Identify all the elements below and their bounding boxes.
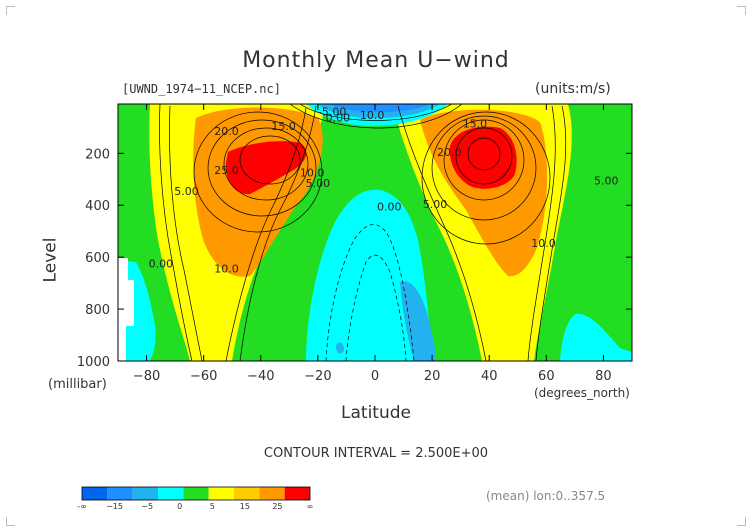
crop-mark	[6, 6, 15, 15]
contour-label: 0.00	[326, 112, 351, 125]
x-tick-label: −20	[304, 369, 331, 384]
y-tick-label: 800	[85, 303, 110, 318]
colorbar-label: -∞	[77, 502, 87, 511]
colorbar-frame	[81, 486, 311, 501]
colorbar-label: −15	[106, 502, 123, 511]
contour-line	[239, 135, 301, 185]
contour-label: 25.0	[214, 164, 239, 177]
contour-line	[299, 104, 453, 121]
colorbar-label: −5	[141, 502, 153, 511]
band-neginf-neg10-strat	[330, 104, 430, 112]
x-tick-label: 20	[424, 369, 441, 384]
dataset-label: [UWND_1974−11_NCEP.nc]	[122, 82, 281, 96]
colorbar-label: 25	[272, 502, 282, 511]
contour-line	[193, 111, 323, 233]
contour-label: 5.00	[174, 185, 199, 198]
band-neg5-0-north-polar	[560, 313, 632, 361]
contour-line	[431, 115, 537, 221]
contour-label: 10.0	[531, 237, 556, 250]
y-axis-unit: (millibar)	[48, 377, 107, 392]
contour-label: 0.00	[377, 200, 402, 213]
x-axis-label: Latitude	[341, 403, 411, 423]
contour-label: 15.0	[463, 117, 488, 130]
contour-line	[325, 224, 415, 361]
averaging-footnote: (mean) lon:0..357.5	[486, 489, 606, 503]
contour-line	[223, 127, 309, 201]
crop-mark	[737, 6, 746, 15]
y-tick-label: 600	[85, 251, 110, 266]
colorbar: -∞ −15 −5 0 5 15 25 ∞	[77, 486, 314, 511]
contour-label: 0.00	[149, 258, 174, 271]
contour-labels: 0.000.000.005.005.005.005.0010.010.010.0…	[149, 106, 619, 276]
y-tick-label: 1000	[77, 355, 110, 370]
band-neg10-neg5-pocket	[336, 342, 344, 354]
x-tick-label: −40	[247, 369, 274, 384]
colorbar-swatch	[183, 487, 209, 500]
colorbar-swatch	[208, 487, 234, 500]
contour-label: 5.00	[423, 198, 448, 211]
contour-line	[159, 104, 193, 361]
chart-title: Monthly Mean U−wind	[242, 48, 510, 73]
x-tick-label: 60	[538, 369, 555, 384]
colorbar-swatch	[158, 487, 184, 500]
contour-line	[169, 105, 203, 361]
y-tick-label: 400	[85, 199, 110, 214]
band-neg10-neg5-tropics	[400, 281, 436, 361]
contour-label: 15.0	[271, 120, 296, 133]
x-tick-label: 0	[371, 369, 379, 384]
contour-line	[207, 119, 317, 217]
x-axis-unit: (degrees_north)	[534, 386, 630, 400]
filled-contours	[118, 104, 632, 361]
contour-label: 10.0	[214, 263, 239, 276]
contour-line	[225, 107, 307, 361]
contour-line	[455, 127, 513, 185]
colorbar-label: 15	[240, 502, 250, 511]
contour-line	[421, 111, 551, 245]
contour-line	[443, 119, 525, 201]
crop-mark	[6, 517, 15, 526]
x-tick-label: −80	[133, 369, 160, 384]
x-tick-label: 80	[595, 369, 612, 384]
contour-line	[289, 104, 463, 129]
contour-line	[527, 105, 556, 361]
contour-label: -5.00	[318, 106, 346, 119]
x-tick-label: 40	[481, 369, 498, 384]
contour-label: 20.0	[437, 146, 462, 159]
axis-ticks	[118, 104, 632, 362]
x-tick-label: −60	[190, 369, 217, 384]
colorbar-swatch	[259, 487, 285, 500]
contour-line	[345, 254, 407, 361]
colorbar-label: 5	[210, 502, 215, 511]
y-axis-label: Level	[40, 237, 61, 283]
colorbar-swatch	[132, 487, 158, 500]
colorbar-swatch	[234, 487, 260, 500]
contour-interval-text: CONTOUR INTERVAL = 2.500E+00	[263, 446, 489, 461]
contour-label: 10.0	[300, 167, 325, 180]
contour-label: 5.00	[306, 177, 331, 190]
contour-lines	[159, 104, 567, 361]
y-tick-label: 200	[85, 147, 110, 162]
crop-mark	[737, 517, 746, 526]
contour-line	[467, 137, 501, 171]
contour-label: 5.00	[594, 174, 619, 187]
contour-label: 20.0	[214, 125, 239, 138]
jet-core-north	[449, 126, 517, 189]
jet-core-south	[225, 141, 307, 195]
colorbar-label: 0	[177, 502, 182, 511]
contour-line	[239, 105, 317, 361]
colorbar-label: ∞	[307, 502, 314, 511]
units-label: (units:m/s)	[535, 81, 611, 97]
axis-tick-labels: −80 −60 −40 −20 0 20 40 60 80 200 400 600 800 1000	[77, 147, 612, 384]
contour-label: 10.0	[360, 109, 385, 122]
contour-line	[535, 105, 567, 361]
colorbar-swatch	[82, 487, 108, 500]
missing-data-region	[118, 258, 134, 361]
colorbar-swatch	[284, 487, 310, 500]
colorbar-swatch	[107, 487, 133, 500]
